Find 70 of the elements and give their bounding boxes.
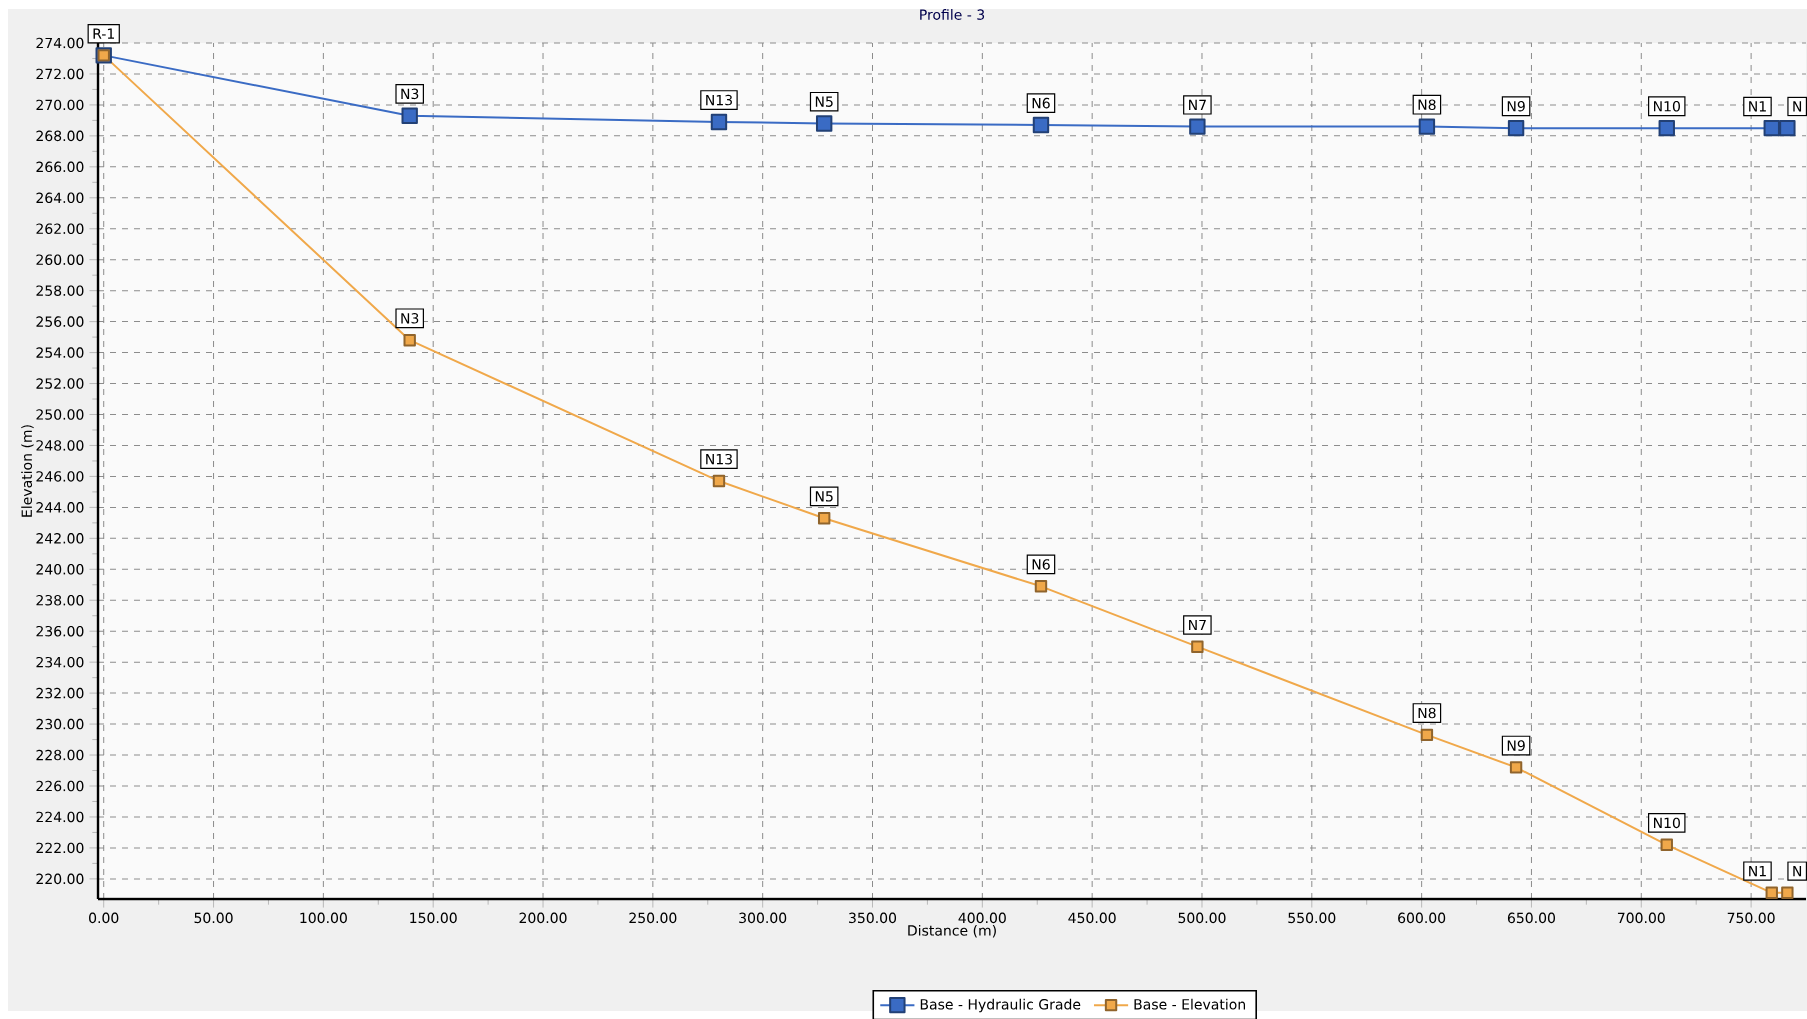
x-tick-label: 150.00 — [410, 912, 457, 924]
annotation: N9 — [1507, 100, 1525, 112]
y-tick-label: 244.00 — [36, 502, 84, 513]
annotation: N10 — [1654, 817, 1680, 829]
y-tick-label: 252.00 — [36, 378, 84, 389]
annotation: N7 — [1189, 619, 1206, 631]
annotation: N3 — [401, 88, 419, 100]
annotation: N9 — [1507, 740, 1525, 751]
y-tick-label: 222.00 — [36, 842, 84, 854]
annotation: N7 — [1189, 99, 1206, 110]
x-tick-label: 600.00 — [1398, 912, 1446, 924]
annotation: N5 — [815, 491, 833, 502]
legend-label: Base - Hydraulic Grade — [920, 998, 1081, 1013]
x-tick-label: 350.00 — [849, 912, 897, 924]
y-tick-label: 270.00 — [36, 99, 84, 111]
x-tick-label: 400.00 — [958, 912, 1006, 924]
x-tick-label: 200.00 — [519, 912, 567, 924]
y-tick-label: 236.00 — [36, 625, 84, 637]
annotation: N — [1793, 101, 1802, 112]
y-tick-label: 274.00 — [36, 37, 84, 49]
annotation: N5 — [815, 96, 833, 107]
y-tick-label: 226.00 — [36, 780, 84, 792]
annotation: N — [1793, 866, 1802, 877]
x-tick-label: 50.00 — [194, 912, 233, 924]
chart-title: Profile - 3 — [920, 9, 985, 20]
annotation: N6 — [1032, 97, 1050, 109]
y-tick-label: 248.00 — [36, 440, 84, 451]
annotation: R-1 — [93, 28, 115, 39]
annotation: N8 — [1418, 99, 1436, 110]
annotation: N1 — [1749, 866, 1766, 877]
annotation: N10 — [1654, 100, 1680, 112]
legend-label: Base - Elevation — [1134, 998, 1246, 1010]
y-tick-label: 262.00 — [36, 223, 84, 235]
x-tick-label: 750.00 — [1727, 912, 1775, 924]
x-tick-label: 700.00 — [1617, 912, 1665, 924]
y-tick-label: 264.00 — [36, 192, 84, 204]
y-tick-label: 228.00 — [36, 749, 84, 761]
x-tick-label: 650.00 — [1507, 912, 1555, 924]
y-tick-label: 224.00 — [36, 811, 84, 823]
annotation: N3 — [401, 313, 419, 324]
y-tick-label: 246.00 — [36, 471, 84, 482]
x-tick-label: 100.00 — [300, 912, 347, 924]
x-tick-label: 300.00 — [739, 912, 787, 924]
y-tick-label: 272.00 — [36, 68, 84, 80]
y-tick-label: 220.00 — [36, 873, 84, 885]
y-tick-label: 254.00 — [36, 347, 84, 358]
y-axis-title: Elevation (m) — [21, 425, 34, 517]
x-axis-title: Distance (m) — [908, 924, 996, 938]
y-tick-label: 260.00 — [36, 254, 84, 265]
y-tick-label: 266.00 — [36, 161, 84, 173]
x-tick-label: 550.00 — [1288, 912, 1336, 924]
x-tick-label: 250.00 — [629, 912, 677, 924]
y-tick-label: 250.00 — [36, 409, 84, 420]
x-tick-label: 450.00 — [1068, 912, 1116, 924]
annotation: N6 — [1032, 559, 1050, 570]
annotation: N13 — [706, 453, 732, 465]
annotation: N13 — [706, 94, 732, 106]
y-tick-label: 234.00 — [36, 656, 84, 668]
y-tick-label: 242.00 — [36, 533, 84, 544]
annotation: N1 — [1749, 101, 1766, 112]
x-tick-label: 0.00 — [89, 912, 119, 924]
y-tick-label: 238.00 — [36, 594, 84, 606]
y-tick-label: 232.00 — [36, 687, 84, 699]
annotation: N8 — [1418, 707, 1436, 719]
y-tick-label: 230.00 — [36, 718, 84, 730]
y-tick-label: 258.00 — [36, 285, 84, 296]
x-tick-label: 500.00 — [1178, 912, 1226, 924]
y-tick-label: 256.00 — [36, 316, 84, 327]
y-tick-label: 268.00 — [36, 130, 84, 142]
y-tick-label: 240.00 — [36, 564, 84, 575]
